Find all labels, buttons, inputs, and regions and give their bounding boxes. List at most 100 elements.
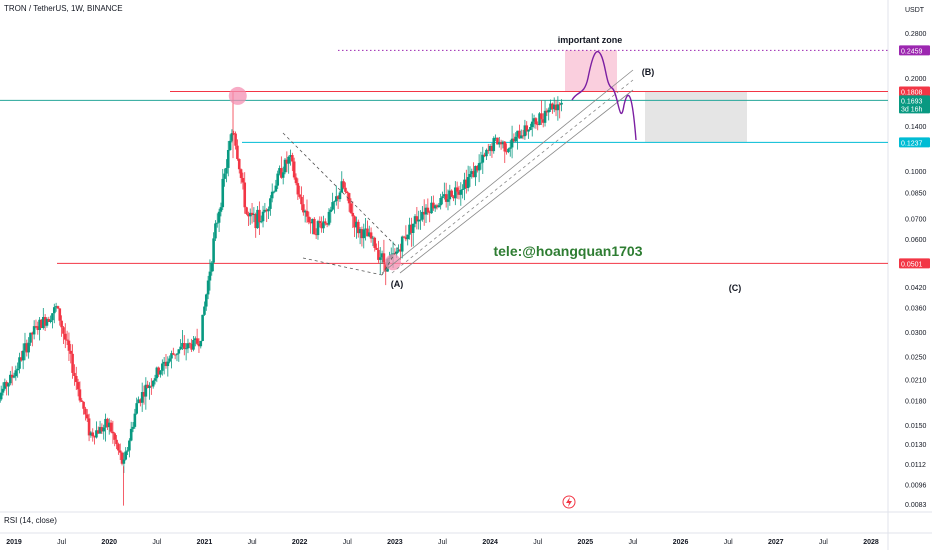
lightning-icon-bolt	[566, 497, 572, 507]
candle-body	[62, 327, 65, 334]
candle-body	[270, 191, 274, 199]
candle-body	[5, 382, 8, 387]
y-tick-label: 0.0850	[905, 191, 927, 198]
candle-body	[67, 340, 71, 351]
y-tick-label: 0.2800	[905, 31, 927, 38]
rsi-label: RSI (14, close)	[4, 516, 57, 525]
candle-body	[248, 212, 252, 217]
candle-body	[287, 156, 290, 164]
candle-body	[333, 201, 336, 203]
wave-a-label: (A)	[391, 279, 404, 289]
candle-body	[444, 194, 448, 202]
important-zone-box	[565, 50, 617, 92]
x-tick-label: Jul	[724, 539, 733, 546]
candle-body	[541, 119, 545, 123]
x-tick-label: Jul	[57, 539, 66, 546]
candle-body	[225, 167, 228, 174]
candle-body	[126, 450, 129, 452]
x-tick-label: 2025	[578, 539, 594, 546]
candle-body	[285, 159, 289, 164]
candle-body	[203, 306, 206, 315]
price-label-box	[899, 258, 930, 269]
candle-body	[193, 338, 197, 341]
candle-body	[406, 234, 410, 240]
candle-body	[239, 169, 243, 179]
candle-body	[366, 228, 369, 237]
candle-body	[313, 218, 316, 235]
candle-body	[296, 183, 300, 195]
candle-body	[377, 249, 380, 260]
candle-body	[274, 185, 278, 192]
candle-body	[106, 418, 109, 428]
x-tick-label: Jul	[628, 539, 637, 546]
triangle-lower-line	[302, 257, 383, 276]
candle-body	[508, 147, 512, 149]
y-tick-label: 0.0130	[905, 442, 927, 449]
candle-body	[371, 237, 375, 239]
candle-body	[16, 368, 19, 371]
candle-body	[307, 216, 311, 223]
candle-body	[272, 191, 276, 193]
candle-body	[318, 221, 322, 224]
candle-body	[554, 104, 558, 111]
candle-body	[289, 155, 292, 157]
candle-body	[336, 196, 340, 200]
x-tick-label: Jul	[533, 539, 542, 546]
candle-body	[356, 221, 360, 234]
candle-body	[170, 353, 173, 359]
candle-body	[470, 171, 474, 175]
candle-body	[234, 133, 237, 146]
watermark-text: tele:@hoangquan1703	[493, 243, 642, 259]
candle-body	[69, 350, 73, 354]
candle-body	[463, 179, 466, 190]
candle-body	[327, 211, 331, 225]
candle-body	[80, 400, 84, 402]
candle-body	[450, 190, 453, 197]
candle-body	[223, 173, 226, 179]
y-tick-label: 0.1400	[905, 124, 927, 131]
candle-body	[184, 348, 188, 350]
candle-body	[499, 142, 503, 145]
candle-body	[437, 205, 441, 208]
candle-body	[85, 414, 89, 419]
candle-body	[364, 228, 367, 230]
candle-body	[433, 205, 437, 209]
lightning-icon[interactable]	[562, 495, 576, 509]
candle-body	[439, 198, 442, 206]
candle-body	[21, 350, 25, 361]
candle-body	[131, 426, 135, 429]
candle-body	[320, 223, 323, 229]
x-tick-label: Jul	[343, 539, 352, 546]
candle-body	[166, 361, 170, 367]
x-tick-label: 2022	[292, 539, 308, 546]
y-tick-label: 0.0150	[905, 423, 927, 430]
candle-body	[534, 118, 538, 125]
candle-body	[177, 349, 181, 354]
candle-body	[0, 399, 1, 403]
candle-body	[314, 234, 318, 236]
candle-body	[472, 171, 475, 178]
candle-body	[91, 432, 95, 437]
candle-body	[411, 223, 415, 233]
candle-body	[102, 427, 106, 432]
candle-body	[278, 168, 281, 174]
wave-c-label: (C)	[729, 283, 742, 293]
y-tick-label: 0.0112	[905, 462, 926, 469]
price-label-box	[899, 45, 930, 56]
candle-body	[514, 136, 518, 142]
candle-body	[45, 318, 49, 326]
candle-body	[316, 221, 320, 236]
candle-body	[65, 339, 69, 341]
candle-body	[144, 384, 148, 397]
candle-body	[378, 257, 382, 260]
candle-body	[446, 199, 450, 202]
candle-body	[155, 367, 159, 379]
candle-body	[118, 450, 122, 453]
candle-body	[109, 422, 113, 432]
candle-body	[309, 222, 312, 224]
candle-body	[454, 187, 457, 199]
candle-body	[201, 314, 204, 341]
price-label-text: 0.1693	[901, 98, 923, 105]
candle-body	[212, 238, 215, 263]
candle-body	[93, 436, 96, 438]
